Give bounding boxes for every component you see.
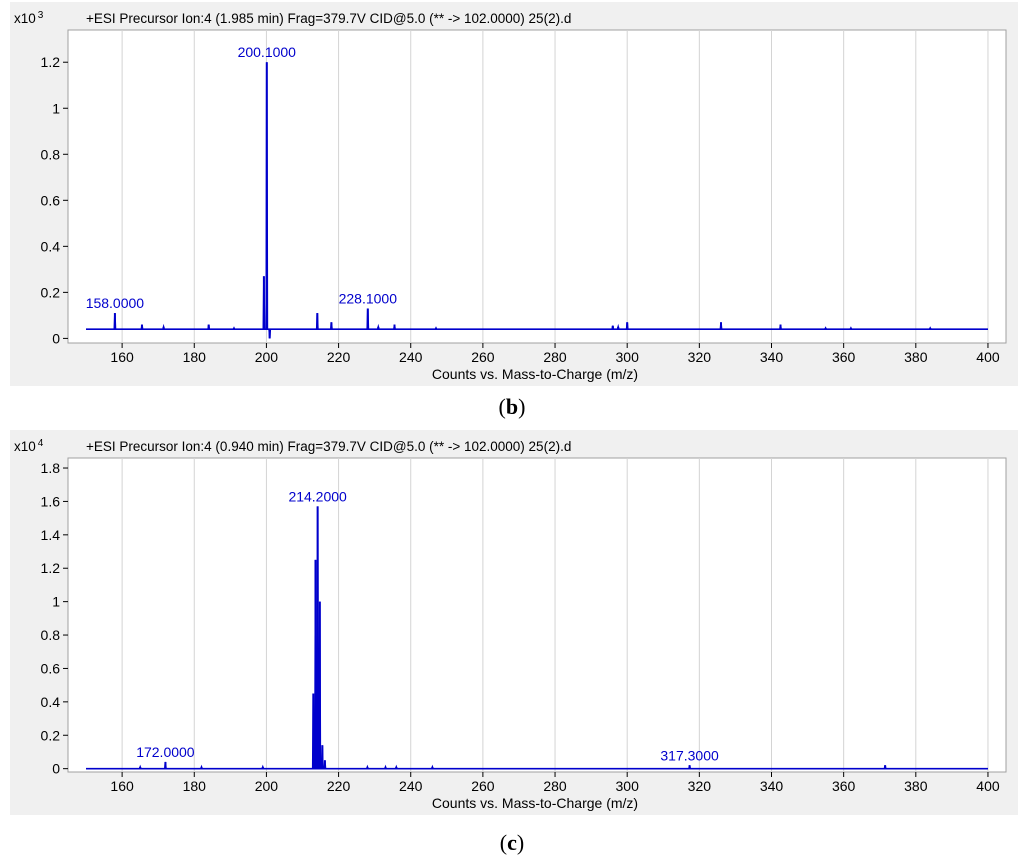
spectrum-panel-c: +ESI Precursor Ion:4 (0.940 min) Frag=37… bbox=[10, 430, 1018, 815]
spectrum-chart-c: +ESI Precursor Ion:4 (0.940 min) Frag=37… bbox=[14, 438, 1007, 811]
x-tick-label: 240 bbox=[399, 349, 423, 365]
caption-b-letter: b bbox=[505, 394, 519, 419]
plot-area bbox=[67, 29, 1007, 344]
caption-b: (b) bbox=[498, 394, 526, 419]
spectrum-chart-b: +ESI Precursor Ion:4 (1.985 min) Frag=37… bbox=[14, 10, 1007, 382]
spectrum-panel-b: +ESI Precursor Ion:4 (1.985 min) Frag=37… bbox=[10, 2, 1018, 386]
y-multiplier: x10 4 bbox=[14, 438, 44, 454]
y-tick-label: 0.8 bbox=[41, 627, 61, 643]
x-tick-label: 340 bbox=[760, 349, 784, 365]
x-tick-label: 360 bbox=[832, 349, 856, 365]
x-tick-label: 300 bbox=[616, 349, 640, 365]
y-tick-label: 0.4 bbox=[41, 694, 61, 710]
x-tick-label: 400 bbox=[976, 778, 1000, 794]
caption-c: (c) bbox=[499, 830, 525, 855]
y-tick-label: 0.4 bbox=[41, 238, 61, 254]
x-tick-label: 280 bbox=[543, 349, 567, 365]
peak-label: 214.2000 bbox=[288, 488, 347, 504]
y-tick-label: 0.8 bbox=[41, 146, 61, 162]
y-tick-label: 1.2 bbox=[41, 560, 61, 576]
peak-label: 317.3000 bbox=[660, 747, 719, 763]
x-tick-label: 200 bbox=[255, 349, 279, 365]
x-axis-label: Counts vs. Mass-to-Charge (m/z) bbox=[432, 795, 638, 811]
y-tick-label: 1 bbox=[52, 594, 60, 610]
x-tick-label: 320 bbox=[688, 778, 712, 794]
x-tick-label: 180 bbox=[183, 349, 207, 365]
y-tick-label: 0.2 bbox=[41, 727, 61, 743]
peak-label: 200.1000 bbox=[238, 44, 297, 60]
x-tick-label: 160 bbox=[110, 349, 134, 365]
y-tick-label: 1.8 bbox=[41, 460, 61, 476]
x-tick-label: 320 bbox=[688, 349, 712, 365]
peak-label: 172.0000 bbox=[136, 744, 195, 760]
y-tick-label: 1.4 bbox=[41, 527, 61, 543]
x-tick-label: 380 bbox=[904, 778, 928, 794]
peak-label: 228.1000 bbox=[339, 290, 398, 306]
chart-title: +ESI Precursor Ion:4 (1.985 min) Frag=37… bbox=[86, 11, 571, 26]
peak-label: 158.0000 bbox=[86, 295, 145, 311]
y-tick-label: 1.2 bbox=[41, 54, 61, 70]
plot-area bbox=[67, 457, 1007, 773]
x-tick-label: 280 bbox=[543, 778, 567, 794]
x-tick-label: 220 bbox=[327, 349, 351, 365]
chart-title: +ESI Precursor Ion:4 (0.940 min) Frag=37… bbox=[86, 439, 571, 454]
x-tick-label: 400 bbox=[976, 349, 1000, 365]
y-tick-label: 0 bbox=[52, 330, 60, 346]
y-tick-label: 0.6 bbox=[41, 192, 61, 208]
x-tick-label: 340 bbox=[760, 778, 784, 794]
y-tick-label: 0 bbox=[52, 761, 60, 777]
y-tick-label: 0.6 bbox=[41, 660, 61, 676]
x-tick-label: 260 bbox=[471, 778, 495, 794]
x-tick-label: 240 bbox=[399, 778, 423, 794]
y-tick-label: 0.2 bbox=[41, 284, 61, 300]
x-tick-label: 180 bbox=[183, 778, 207, 794]
x-tick-label: 360 bbox=[832, 778, 856, 794]
x-tick-label: 200 bbox=[255, 778, 279, 794]
x-axis-label: Counts vs. Mass-to-Charge (m/z) bbox=[432, 366, 638, 382]
x-tick-label: 260 bbox=[471, 349, 495, 365]
caption-c-letter: c bbox=[507, 830, 517, 855]
x-tick-label: 300 bbox=[616, 778, 640, 794]
y-tick-label: 1.6 bbox=[41, 493, 61, 509]
x-tick-label: 220 bbox=[327, 778, 351, 794]
y-tick-label: 1 bbox=[52, 100, 60, 116]
x-tick-label: 380 bbox=[904, 349, 928, 365]
y-multiplier: x10 3 bbox=[14, 10, 44, 26]
x-tick-label: 160 bbox=[110, 778, 134, 794]
